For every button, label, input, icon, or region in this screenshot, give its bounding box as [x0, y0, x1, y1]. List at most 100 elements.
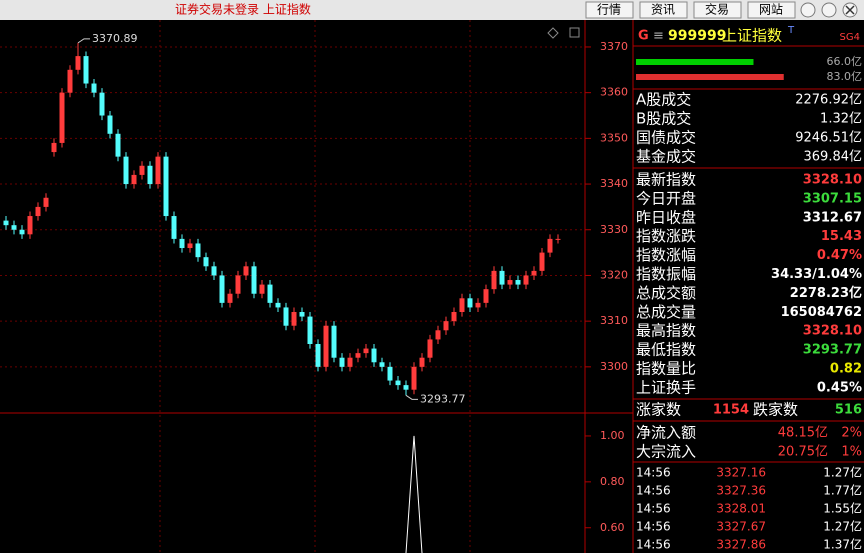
row-value: 369.84亿 — [804, 150, 863, 165]
row-label: 国债成交 — [636, 129, 696, 147]
candle-body — [491, 270, 497, 290]
candle-body — [163, 156, 169, 217]
minimize-button[interactable] — [800, 2, 816, 18]
candle-body — [267, 284, 273, 303]
annotation-leader — [77, 38, 90, 44]
tick-time: 14:56 — [636, 466, 671, 480]
row-value: 3328.10 — [803, 324, 862, 339]
row-value: 3328.10 — [803, 173, 862, 188]
row-label: 指数涨幅 — [636, 246, 696, 264]
row-label: 指数振幅 — [636, 265, 696, 283]
candle-body — [395, 380, 401, 386]
tick-time: 14:56 — [636, 502, 671, 516]
button-label[interactable]: 资讯 — [651, 3, 675, 17]
button[interactable] — [585, 1, 634, 19]
candle-body — [371, 348, 377, 363]
row-value: 1.32亿 — [820, 112, 862, 127]
indicator-line — [405, 435, 423, 553]
row-label: 最高指数 — [636, 322, 696, 340]
candle-body — [83, 56, 89, 84]
row-label: B股成交 — [636, 110, 691, 128]
candle-body — [291, 312, 297, 326]
breadth-label: 跌家数 — [753, 401, 798, 419]
tick-price: 3327.67 — [716, 520, 766, 534]
row-value: 165084762 — [781, 305, 862, 320]
tick-price: 3328.01 — [716, 502, 766, 516]
row-value: 15.43 — [821, 229, 862, 244]
candle-body — [459, 298, 465, 313]
button-label[interactable]: 网站 — [759, 3, 783, 17]
tick-amount: 1.27亿 — [823, 519, 862, 534]
candle-body — [515, 280, 521, 285]
candle-body — [11, 225, 17, 230]
level: SG4 — [840, 32, 860, 43]
candle-body — [123, 156, 129, 185]
diamond-icon[interactable] — [547, 27, 559, 39]
tick-price: 3327.36 — [716, 484, 766, 498]
candle-body — [547, 238, 553, 253]
candle-body — [283, 307, 289, 326]
y-tick-label: 3370 — [600, 40, 628, 53]
candle-body — [19, 229, 25, 235]
button[interactable] — [639, 1, 688, 19]
candle-body — [59, 92, 65, 143]
row-label: 最新指数 — [636, 171, 696, 189]
tick-amount: 1.37亿 — [823, 537, 862, 552]
candle-body — [443, 321, 449, 331]
y-tick-label: 3340 — [600, 177, 628, 190]
row-value: 9246.51亿 — [795, 131, 862, 146]
menu-icon: ≡ — [653, 29, 664, 44]
row-value: 3312.67 — [803, 210, 862, 225]
candle-body — [531, 270, 537, 276]
candle-body — [355, 353, 361, 358]
candle-body — [219, 275, 225, 303]
candle-body — [179, 238, 185, 249]
button-label[interactable]: 行情 — [597, 3, 621, 17]
candle-body — [139, 165, 145, 175]
row-label: 指数涨跌 — [636, 227, 696, 245]
candle-body — [235, 275, 241, 294]
candle-body — [243, 266, 249, 276]
tick-time: 14:56 — [636, 538, 671, 552]
breadth-label: 涨家数 — [636, 401, 681, 419]
candle-body — [91, 83, 97, 93]
candle-body — [331, 325, 337, 358]
row-label: 总成交量 — [636, 303, 696, 321]
candle-body — [475, 302, 481, 308]
close-icon — [845, 5, 855, 15]
tick-amount: 1.55亿 — [823, 501, 862, 516]
tick-price: 3327.86 — [716, 538, 766, 552]
row-value: 34.33/1.04% — [771, 267, 862, 282]
candle-body — [555, 238, 561, 240]
candle-body — [483, 289, 489, 303]
candle-body — [131, 174, 137, 185]
square-icon[interactable] — [569, 27, 580, 38]
row-label: 昨日收盘 — [636, 208, 696, 226]
y-tick-label: 0.60 — [600, 521, 625, 534]
button-label[interactable]: 交易 — [705, 2, 729, 17]
restore-button[interactable] — [821, 2, 837, 18]
tick-price: 3327.16 — [716, 466, 766, 480]
candle-body — [427, 339, 433, 358]
button[interactable] — [693, 1, 742, 19]
row-label: 基金成交 — [636, 148, 696, 166]
candle-body — [115, 133, 121, 157]
candle-body — [155, 156, 161, 185]
candle-body — [107, 115, 113, 134]
row-label: 净流入额 — [636, 424, 696, 442]
y-tick-label: 3320 — [600, 268, 628, 281]
y-tick-label: 0.80 — [600, 475, 625, 488]
candle-body — [171, 216, 177, 239]
y-tick-label: 3360 — [600, 86, 628, 99]
candle-body — [147, 165, 153, 185]
candle-body — [67, 69, 73, 93]
row-value: 3293.77 — [803, 343, 862, 358]
candle-body — [315, 343, 321, 367]
window-title: 证券交易未登录 上证指数 — [175, 2, 311, 17]
button[interactable] — [747, 1, 796, 19]
flow-bar-label: 83.0亿 — [827, 70, 863, 83]
candle-body — [307, 316, 313, 344]
candle-body — [323, 325, 329, 367]
candle-body — [403, 385, 409, 390]
